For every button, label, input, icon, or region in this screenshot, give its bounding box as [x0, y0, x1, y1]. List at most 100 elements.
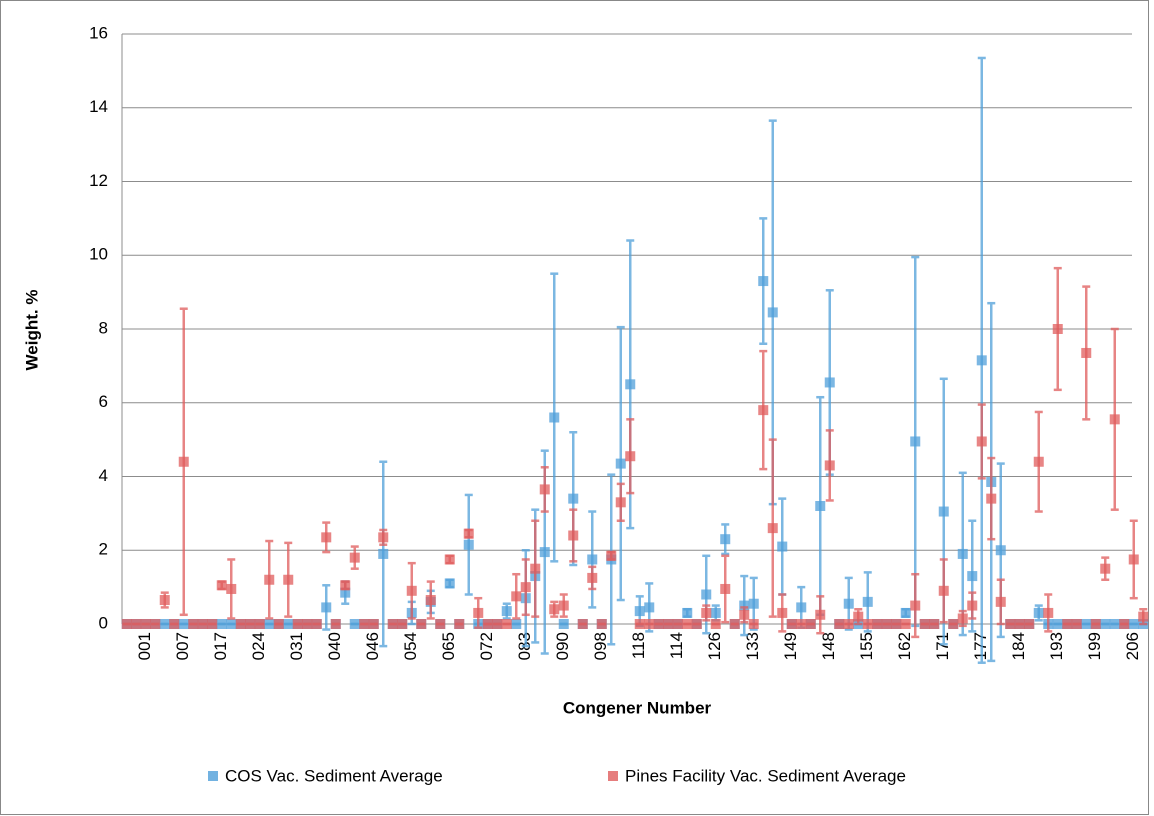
legend-label: Pines Facility Vac. Sediment Average	[625, 766, 906, 785]
marker	[929, 619, 940, 629]
x-tick-label: 072	[477, 632, 496, 660]
marker	[463, 539, 474, 550]
marker	[672, 619, 683, 629]
marker	[264, 619, 275, 629]
marker	[1081, 619, 1092, 629]
marker	[919, 619, 930, 629]
marker	[530, 563, 541, 574]
marker	[938, 506, 949, 517]
marker	[653, 619, 664, 629]
marker	[473, 607, 484, 618]
marker	[321, 532, 332, 543]
marker	[216, 619, 227, 629]
marker	[577, 619, 588, 629]
marker	[463, 528, 474, 539]
marker	[587, 554, 598, 565]
marker	[720, 583, 731, 594]
marker	[587, 572, 598, 583]
marker	[226, 583, 237, 594]
x-tick-label: 126	[705, 632, 724, 660]
x-tick-label: 162	[895, 632, 914, 660]
x-tick-label: 040	[325, 632, 344, 660]
marker	[891, 619, 902, 629]
marker	[235, 619, 246, 629]
marker	[986, 493, 997, 504]
marker	[340, 587, 351, 598]
marker	[1119, 619, 1130, 629]
marker	[1071, 619, 1082, 629]
marker	[786, 619, 797, 629]
marker	[615, 458, 626, 469]
marker	[359, 619, 370, 629]
marker	[625, 451, 636, 462]
x-tick-label: 199	[1085, 632, 1104, 660]
marker	[682, 607, 693, 618]
marker	[264, 574, 275, 585]
x-tick-label: 171	[933, 632, 952, 660]
x-tick-label: 184	[1009, 632, 1028, 660]
x-tick-label: 017	[211, 632, 230, 660]
marker	[767, 307, 778, 318]
marker	[701, 589, 712, 600]
marker	[454, 619, 465, 629]
marker	[805, 619, 816, 629]
legend-swatch	[608, 771, 618, 781]
marker	[539, 484, 550, 495]
marker	[957, 548, 968, 559]
marker	[425, 595, 436, 606]
marker	[226, 619, 237, 629]
marker	[311, 619, 322, 629]
marker	[283, 619, 294, 629]
marker	[169, 619, 180, 629]
marker	[387, 619, 398, 629]
x-tick-label: 193	[1047, 632, 1066, 660]
x-tick-label: 133	[743, 632, 762, 660]
marker	[644, 619, 655, 629]
marker	[131, 619, 142, 629]
marker	[416, 619, 427, 629]
marker	[843, 619, 854, 629]
marker	[178, 456, 189, 467]
marker	[1100, 619, 1111, 629]
marker	[378, 532, 389, 543]
marker	[340, 580, 351, 591]
marker	[511, 619, 522, 629]
marker	[967, 600, 978, 611]
marker	[159, 595, 170, 606]
marker	[853, 611, 864, 622]
marker	[596, 619, 607, 629]
marker	[815, 609, 826, 620]
marker	[900, 619, 911, 629]
marker	[397, 619, 408, 629]
marker	[1062, 619, 1073, 629]
marker	[815, 501, 826, 511]
marker	[292, 619, 303, 629]
marker	[197, 619, 208, 629]
marker	[1109, 414, 1120, 425]
marker	[701, 607, 712, 618]
x-tick-label: 007	[173, 632, 192, 660]
y-tick-label: 16	[89, 23, 108, 42]
marker	[549, 604, 560, 615]
marker	[492, 619, 503, 629]
marker	[245, 619, 256, 629]
marker	[1128, 619, 1139, 629]
marker	[558, 619, 569, 629]
y-tick-label: 10	[89, 245, 108, 264]
marker	[834, 619, 845, 629]
marker	[748, 619, 759, 629]
marker	[948, 619, 959, 629]
marker	[720, 534, 731, 545]
marker	[758, 276, 769, 287]
marker	[321, 602, 332, 613]
marker	[444, 578, 455, 589]
marker	[957, 613, 968, 624]
x-tick-label: 046	[363, 632, 382, 660]
marker	[178, 619, 189, 629]
y-tick-label: 12	[89, 171, 108, 190]
marker	[568, 493, 579, 504]
x-tick-label: 114	[667, 632, 686, 659]
marker	[1014, 619, 1025, 629]
marker	[1005, 619, 1016, 629]
marker	[349, 619, 360, 629]
